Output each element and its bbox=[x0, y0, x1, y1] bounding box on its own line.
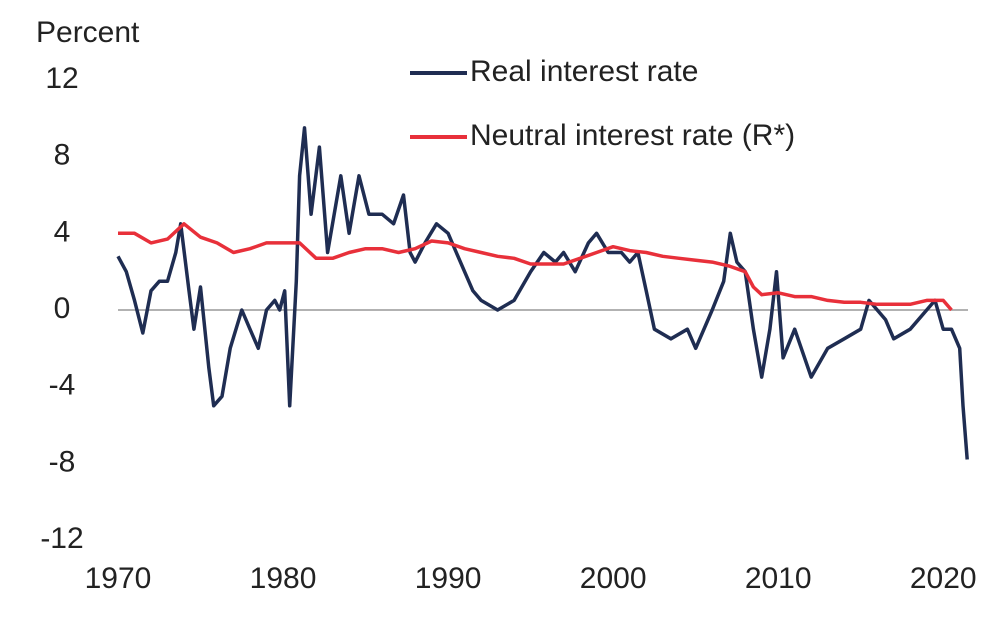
y-tick-label: 8 bbox=[54, 139, 71, 172]
y-tick-label: -12 bbox=[40, 522, 83, 555]
y-tick-label: -8 bbox=[49, 445, 76, 478]
y-tick-label: 12 bbox=[45, 62, 78, 95]
x-tick-label: 2010 bbox=[745, 562, 812, 595]
legend-label: Real interest rate bbox=[470, 55, 698, 88]
x-tick-label: 2000 bbox=[580, 562, 647, 595]
series-line bbox=[118, 222, 953, 312]
y-tick-label: -4 bbox=[49, 369, 76, 402]
y-axis-label: Percent bbox=[36, 16, 140, 49]
x-tick-label: 1970 bbox=[85, 562, 152, 595]
x-tick-label: 1990 bbox=[415, 562, 482, 595]
legend-label: Neutral interest rate (R*) bbox=[470, 119, 795, 152]
x-tick-label: 2020 bbox=[910, 562, 977, 595]
series-line bbox=[116, 126, 969, 460]
y-tick-label: 0 bbox=[54, 292, 71, 325]
y-tick-label: 4 bbox=[54, 215, 71, 248]
x-tick-label: 1980 bbox=[250, 562, 317, 595]
